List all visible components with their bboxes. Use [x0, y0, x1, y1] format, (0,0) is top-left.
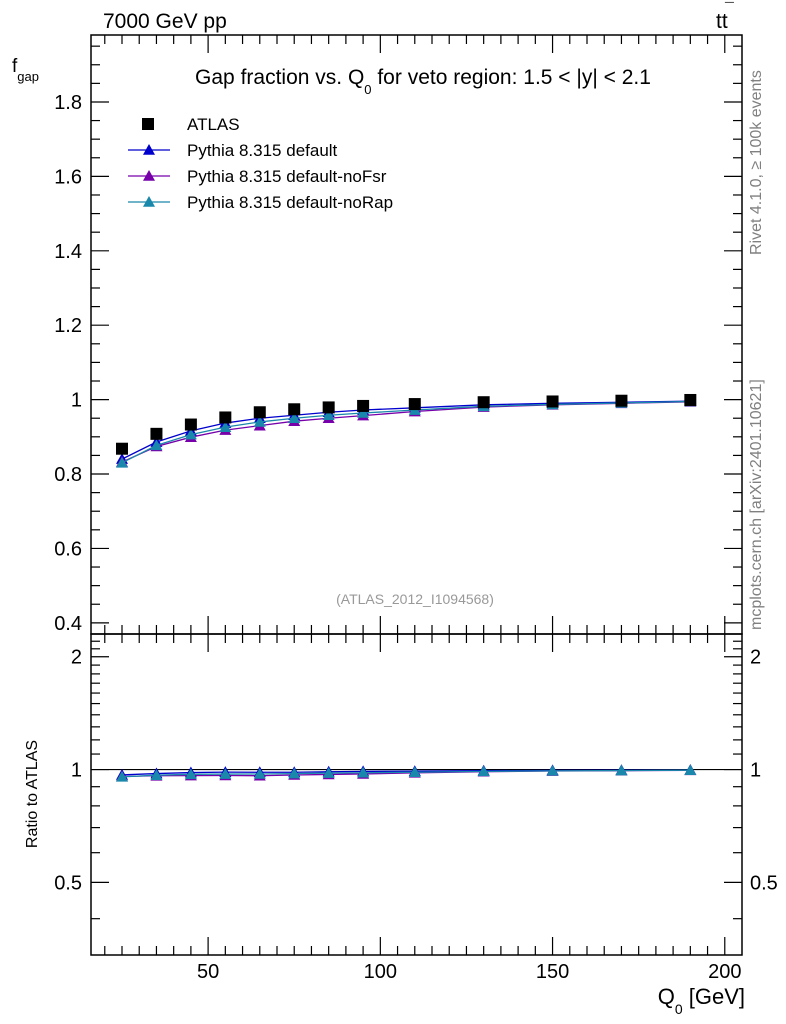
- x-axis-title: Q0 [GeV]: [658, 984, 745, 1017]
- ratio-axis-title: Ratio to ATLAS: [24, 740, 41, 848]
- series-2-point: [253, 415, 266, 427]
- series-line-2: [121, 400, 691, 464]
- atlas-data-point: [546, 395, 559, 408]
- atlas-data-point: [150, 427, 163, 440]
- atlas-data-point: [253, 406, 266, 419]
- rivet-version-label: Rivet 4.1.0, ≥ 100k events: [748, 70, 765, 255]
- ratio-2-point: [357, 766, 370, 778]
- ratio-tick-label: 0.5: [54, 872, 82, 894]
- y-tick-label: 1.2: [54, 315, 82, 337]
- series-2-point: [288, 412, 301, 424]
- mcplots-label: mcplots.cern.ch [arXiv:2401.10621]: [748, 379, 765, 630]
- beam-label: 7000 GeV pp: [103, 10, 227, 33]
- legend-atlas-marker: [142, 118, 154, 130]
- atlas-data-point: [288, 403, 301, 416]
- x-tick-label: 200: [708, 961, 741, 983]
- legend-label-2: Pythia 8.315 default-noRap: [187, 193, 393, 212]
- series-line-0: [121, 400, 691, 460]
- y-axis-title-base: f: [12, 56, 18, 77]
- title-post: for veto region: 1.5 < |y| < 2.1: [372, 66, 651, 89]
- legend-label-0: Pythia 8.315 default: [187, 141, 338, 160]
- atlas-data-point: [219, 411, 232, 424]
- ratio-2-point: [615, 764, 628, 776]
- legend-marker-0: [143, 144, 155, 155]
- legend: ATLAS Pythia 8.315 default Pythia 8.315 de…: [128, 115, 393, 212]
- ratio-panel: Ratio to ATLAS 0.5 0.5 1 1 2 2: [24, 633, 778, 956]
- atlas-data-point: [184, 418, 197, 431]
- y-tick-label: 1.6: [54, 166, 82, 188]
- x-tick-label: 150: [536, 961, 569, 983]
- atlas-data-point: [615, 394, 628, 407]
- legend-label-1: Pythia 8.315 default-noFsr: [187, 167, 387, 186]
- legend-atlas-label: ATLAS: [187, 115, 240, 134]
- y-tick-label: 0.4: [54, 613, 82, 635]
- x-tick-label: 50: [197, 961, 219, 983]
- y-tick-label: 1.4: [54, 241, 82, 263]
- ratio-2-point: [477, 765, 490, 777]
- series-2-point: [116, 456, 128, 468]
- chart-title: Gap fraction vs. Q0 for veto region: 1.5…: [195, 66, 651, 97]
- series-2-point: [184, 428, 197, 440]
- ratio-frame: [90, 633, 743, 956]
- ratio-tick-label: 1: [71, 760, 82, 782]
- ratio-2-point: [408, 766, 421, 778]
- ratio-2-point: [253, 767, 266, 779]
- ratio-2-point: [150, 769, 163, 781]
- atlas-data-point: [684, 393, 697, 406]
- ratio-tick-label-right: 2: [750, 647, 761, 669]
- y-tick-label: 1: [71, 390, 82, 412]
- x-axis-title-base: Q: [658, 984, 675, 1009]
- ratio-tick-label: 2: [71, 647, 82, 669]
- ratio-2-point: [684, 764, 697, 776]
- ratio-tick-label-right: 0.5: [750, 872, 778, 894]
- series-2-point: [357, 407, 370, 418]
- x-axis-title-post: [GeV]: [683, 984, 745, 1009]
- ratio-2-point: [184, 768, 197, 780]
- atlas-data-point: [357, 399, 370, 412]
- x-axis-title-sub: 0: [675, 1001, 683, 1017]
- analysis-tag: (ATLAS_2012_I1094568): [336, 591, 494, 607]
- ratio-2-point: [219, 768, 232, 779]
- process-label-main: tt: [716, 10, 728, 33]
- ratio-2-point: [546, 764, 559, 776]
- series-2-point: [322, 409, 335, 421]
- atlas-data-point: [322, 401, 335, 414]
- ratio-2-point: [288, 767, 301, 779]
- legend-marker-1: [143, 170, 155, 181]
- ratio-2-point: [322, 767, 335, 778]
- legend-marker-2: [143, 196, 155, 207]
- ratio-tick-label-right: 1: [750, 760, 761, 782]
- title-sub: 0: [364, 82, 371, 97]
- atlas-data-point: [477, 396, 490, 409]
- process-label: tt ¯: [716, 1, 734, 33]
- y-tick-label: 0.6: [54, 538, 82, 560]
- x-tick-label: 100: [364, 961, 397, 983]
- title-pre: Gap fraction vs. Q: [195, 66, 364, 89]
- y-tick-label: 0.8: [54, 464, 82, 486]
- y-tick-label: 1.8: [54, 92, 82, 114]
- atlas-data-point: [408, 398, 421, 411]
- main-panel: Gap fraction vs. Q0 for veto region: 1.5…: [12, 34, 743, 635]
- ratio-2-point: [116, 770, 128, 782]
- process-label-bar: ¯: [724, 1, 734, 18]
- atlas-data-point: [116, 442, 128, 455]
- series-2-point: [150, 439, 163, 451]
- series-2-point: [219, 421, 232, 432]
- y-axis-title-sub: gap: [17, 69, 39, 84]
- y-axis-title: fgap: [12, 56, 39, 84]
